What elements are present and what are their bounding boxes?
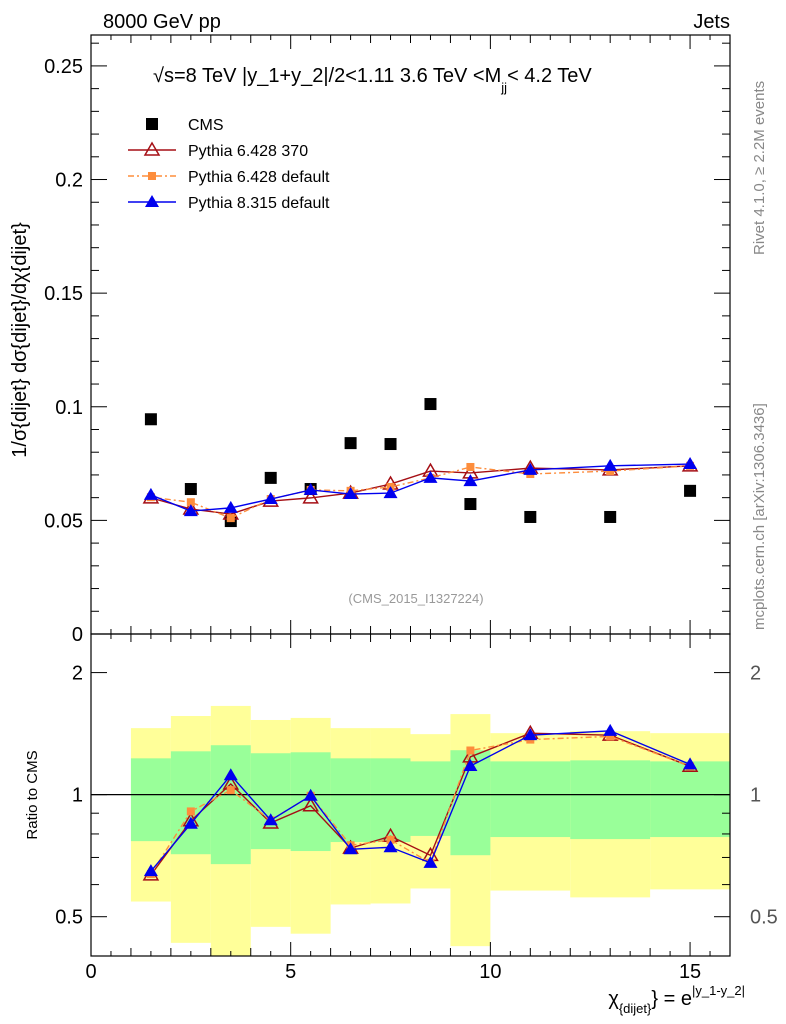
data-point-py8	[183, 816, 198, 829]
y-tick-label: 0.25	[44, 56, 83, 78]
inner-band-bin	[490, 761, 571, 838]
analysis-label: (CMS_2015_I1327224)	[348, 591, 483, 606]
data-point-py6-default	[226, 514, 235, 523]
y-tick-label: 0.2	[55, 170, 83, 192]
x-tick-label: 0	[85, 961, 96, 983]
ratio-line	[150, 735, 691, 875]
x-tick-label: 10	[479, 961, 501, 983]
legend-label: Pythia 8.315 default	[188, 195, 330, 212]
side-text-bottom: mcplots.cern.ch [arXiv:1306.3436]	[751, 403, 768, 630]
data-point-py8	[683, 457, 698, 470]
data-point-cms	[344, 437, 357, 450]
ratio-y-tick-label: 1	[72, 785, 83, 807]
data-point-py6-370	[302, 797, 319, 812]
ratio-line	[150, 732, 691, 876]
inner-band-bin	[290, 752, 331, 852]
data-point-py8	[463, 759, 478, 772]
data-point-py6-default	[386, 835, 395, 844]
data-point-cms	[146, 118, 158, 130]
inner-band-bin	[330, 758, 371, 843]
series-line	[150, 465, 691, 519]
data-point-py8	[523, 728, 538, 741]
data-point-py8	[343, 487, 358, 500]
data-point-py8	[263, 813, 278, 826]
data-point-py8	[463, 474, 478, 487]
series-line	[150, 463, 691, 512]
data-point-py8	[183, 504, 198, 517]
y-tick-label: 0	[72, 624, 83, 646]
data-point-py8	[143, 487, 158, 500]
data-point-py6-default	[148, 172, 156, 180]
y-axis-label: 1/σ{dijet} dσ{dijet}/dχ{dijet}	[9, 222, 31, 458]
data-point-py8	[303, 482, 318, 495]
legend-label: CMS	[188, 117, 224, 134]
legend: CMS Pythia 6.428 370 Pythia 6.428 default P…	[128, 117, 330, 212]
data-point-py8	[303, 788, 318, 801]
inner-band-bin	[650, 761, 730, 838]
main-frame	[90, 34, 731, 635]
header-right: Jets	[693, 11, 730, 33]
data-point-py8	[223, 768, 238, 781]
data-point-cms	[464, 498, 477, 511]
legend-label: Pythia 6.428 default	[188, 169, 330, 186]
inner-band-bin	[170, 751, 211, 855]
data-point-py6-default	[186, 807, 195, 816]
data-point-cms	[524, 510, 537, 523]
ratio-y-tick-label-right: 2	[750, 663, 761, 685]
data-point-cms	[184, 483, 197, 496]
data-point-py6-default	[606, 732, 615, 741]
data-point-cms	[144, 413, 157, 426]
inner-band-bin	[570, 760, 651, 840]
ratio-line	[150, 730, 691, 872]
data-point-cms	[604, 510, 617, 523]
data-point-py6-default	[226, 786, 235, 795]
data-point-py8	[423, 855, 438, 868]
data-point-py8	[145, 195, 159, 207]
inner-band-bin	[210, 745, 251, 865]
data-point-py8	[423, 470, 438, 483]
data-point-py6-370	[302, 489, 319, 504]
ratio-y-tick-label: 0.5	[55, 907, 83, 929]
ratio-y-label: Ratio to CMS	[24, 750, 41, 839]
data-point-py8	[143, 864, 158, 877]
data-point-py6-default	[466, 746, 475, 755]
x-tick-label: 5	[285, 961, 296, 983]
data-point-py6-default	[606, 467, 615, 476]
inner-band-bin	[250, 753, 291, 850]
data-point-py8	[523, 462, 538, 475]
data-point-cms	[384, 438, 397, 451]
chart-title: √s=8 TeV |y_1+y_2|/2<1.11 3.6 TeV <Mjj< …	[153, 65, 592, 95]
data-point-py8	[383, 840, 398, 853]
data-point-py8	[683, 757, 698, 770]
data-point-py6-default	[186, 498, 195, 507]
y-tick-label: 0.05	[44, 510, 83, 532]
data-point-py8	[263, 492, 278, 505]
data-point-cms	[684, 484, 697, 497]
data-point-py8	[603, 458, 618, 471]
data-point-py8	[223, 500, 238, 513]
data-point-py8	[603, 723, 618, 736]
x-tick-label: 15	[679, 961, 701, 983]
data-point-cms	[264, 471, 277, 484]
header-left: 8000 GeV pp	[103, 11, 221, 33]
side-text-top: Rivet 4.1.0, ≥ 2.2M events	[751, 81, 768, 255]
data-point-cms	[424, 398, 437, 411]
legend-label: Pythia 6.428 370	[188, 143, 308, 160]
y-tick-label: 0.1	[55, 397, 83, 419]
ratio-y-tick-label-right: 1	[750, 785, 761, 807]
ratio-y-tick-label-right: 0.5	[750, 907, 778, 929]
data-point-py8	[343, 842, 358, 855]
inner-band-bin	[130, 758, 171, 842]
data-point-py6-370	[143, 141, 161, 156]
data-point-py6-default	[466, 462, 475, 471]
data-point-py8	[383, 486, 398, 499]
y-tick-label: 0.15	[44, 283, 83, 305]
ratio-y-tick-label: 2	[72, 663, 83, 685]
x-axis-label: χ{dijet}} = e|y_1-y_2|	[608, 983, 745, 1016]
